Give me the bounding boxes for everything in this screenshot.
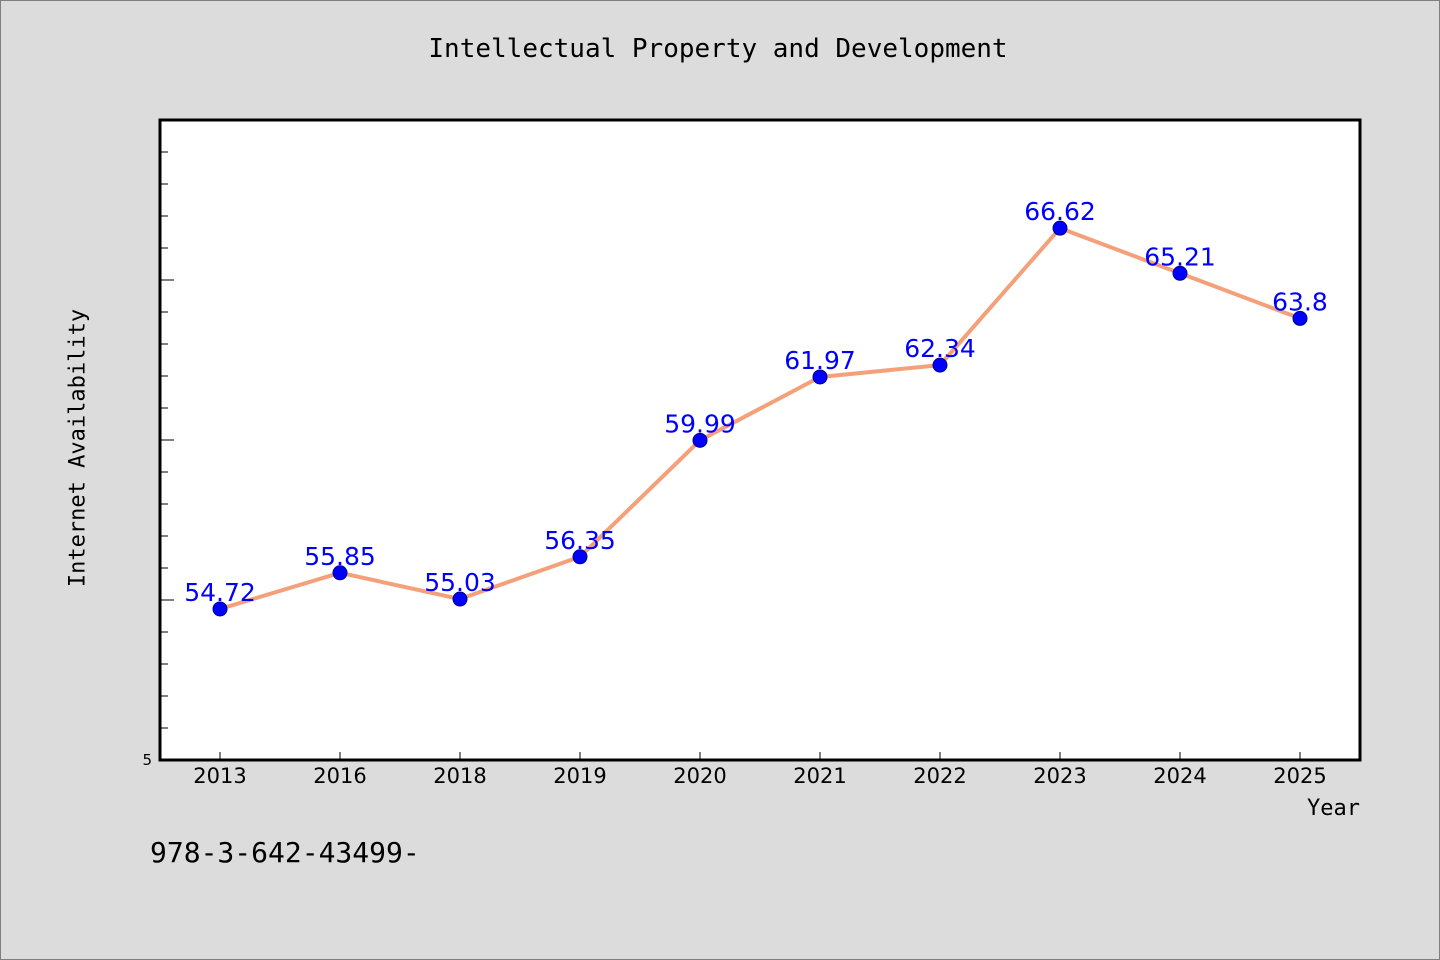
data-label: 66.62 bbox=[1024, 197, 1096, 226]
data-point bbox=[212, 601, 228, 617]
data-label: 62.34 bbox=[904, 334, 976, 363]
data-point bbox=[452, 591, 468, 607]
data-point bbox=[932, 357, 948, 373]
chart-title: Intellectual Property and Development bbox=[428, 34, 1008, 64]
x-tick-label: 2020 bbox=[673, 764, 726, 788]
x-axis-label: Year bbox=[1307, 796, 1360, 821]
data-point bbox=[1172, 265, 1188, 281]
data-point bbox=[1292, 310, 1308, 326]
data-point bbox=[1052, 220, 1068, 236]
x-tick-label: 2019 bbox=[553, 764, 606, 788]
x-tick-label: 2024 bbox=[1153, 764, 1206, 788]
data-label: 56.35 bbox=[544, 526, 616, 555]
x-tick-label: 2018 bbox=[433, 764, 486, 788]
data-label: 65.21 bbox=[1144, 242, 1216, 271]
data-point bbox=[812, 369, 828, 385]
x-tick-label: 2016 bbox=[313, 764, 366, 788]
data-label: 63.8 bbox=[1272, 287, 1328, 316]
series-line bbox=[219, 226, 1301, 611]
data-label: 55.03 bbox=[424, 568, 496, 597]
x-tick-label: 2021 bbox=[793, 764, 846, 788]
data-label: 55.85 bbox=[304, 542, 376, 571]
x-tick-label: 2023 bbox=[1033, 764, 1086, 788]
data-point bbox=[572, 549, 588, 565]
x-tick-label: 2025 bbox=[1273, 764, 1326, 788]
data-label: 54.72 bbox=[184, 578, 256, 607]
data-label: 61.97 bbox=[784, 346, 856, 375]
x-tick-label: 2013 bbox=[193, 764, 246, 788]
data-label: 59.99 bbox=[664, 409, 736, 438]
footnote-text: 978-3-642-43499- bbox=[150, 836, 420, 869]
plot-area bbox=[158, 118, 1362, 762]
data-point bbox=[332, 565, 348, 581]
x-tick-label: 2022 bbox=[913, 764, 966, 788]
data-point bbox=[692, 432, 708, 448]
y-tick-label: 5 bbox=[142, 751, 152, 769]
